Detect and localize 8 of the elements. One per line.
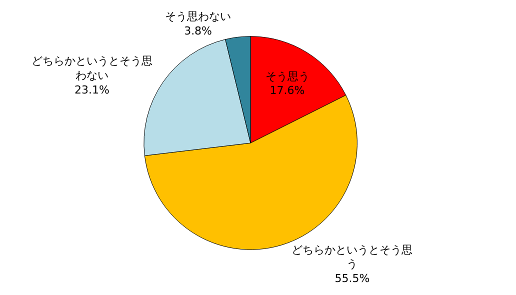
slice-label: どちらかというとそう思わない <box>32 54 153 82</box>
data-label: 55.5% <box>334 272 370 285</box>
data-label: 17.6% <box>270 84 305 98</box>
slice-label: どちらかというとそう思う <box>292 243 413 271</box>
data-label: 3.8% <box>184 24 212 38</box>
data-label: 23.1% <box>74 83 110 96</box>
slice-label: そう思う <box>265 70 310 83</box>
slice-label: そう思わない <box>165 10 232 24</box>
